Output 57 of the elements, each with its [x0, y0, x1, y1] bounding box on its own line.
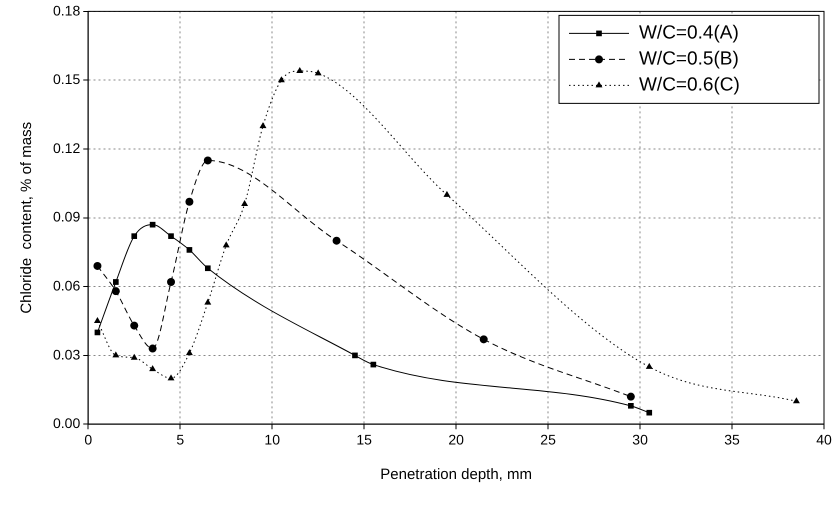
legend-label: W/C=0.5(B): [639, 48, 739, 70]
point: [352, 352, 358, 358]
x-tick-label: 10: [264, 431, 280, 448]
point: [113, 279, 119, 285]
x-tick-label: 40: [816, 431, 832, 448]
point: [626, 392, 635, 401]
point: [443, 190, 450, 197]
x-tick-label: 5: [176, 431, 184, 448]
point: [186, 349, 193, 356]
x-tick-label: 0: [84, 431, 92, 448]
point: [260, 122, 266, 128]
point: [131, 233, 138, 239]
point: [204, 298, 212, 305]
point: [130, 354, 138, 360]
point: [628, 403, 634, 409]
y-tick-label: 0.18: [53, 2, 80, 18]
point: [186, 247, 192, 253]
point: [222, 241, 230, 248]
y-tick-label: 0.00: [53, 415, 80, 432]
point: [204, 156, 212, 164]
point: [480, 335, 488, 344]
point: [332, 236, 341, 245]
point: [185, 198, 194, 206]
y-axis-title: Chloride content, % of mass: [18, 122, 36, 314]
point: [93, 262, 102, 270]
point: [148, 344, 157, 353]
point: [112, 351, 120, 358]
point: [241, 200, 248, 206]
point: [370, 362, 376, 368]
point: [646, 410, 652, 416]
point: [792, 397, 800, 404]
point: [150, 222, 156, 228]
y-tick-label: 0.12: [53, 140, 80, 156]
x-tick-label: 35: [724, 431, 740, 448]
legend-label: W/C=0.6(C): [639, 74, 740, 96]
point: [168, 374, 174, 380]
point: [94, 330, 100, 336]
x-axis-title: Penetration depth, mm: [380, 466, 532, 484]
y-tick-label: 0.03: [53, 346, 80, 362]
point: [314, 69, 322, 76]
point: [296, 67, 304, 74]
y-tick-label: 0.06: [53, 277, 80, 294]
y-tick-label: 0.09: [53, 208, 80, 225]
legend-label: W/C=0.4(A): [639, 22, 739, 44]
y-tick-label: 0.15: [53, 71, 80, 88]
point: [278, 76, 285, 82]
point: [130, 322, 138, 330]
point: [149, 365, 156, 372]
point: [94, 317, 101, 323]
x-tick-label: 30: [632, 431, 648, 448]
x-tick-label: 15: [356, 431, 372, 448]
point: [167, 278, 176, 286]
x-tick-label: 25: [540, 431, 556, 448]
point: [646, 362, 653, 369]
point: [204, 265, 211, 272]
x-tick-label: 20: [448, 431, 464, 448]
point: [168, 233, 174, 239]
